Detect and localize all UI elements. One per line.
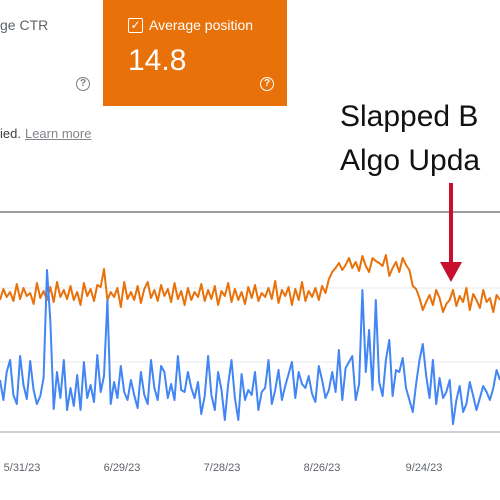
metric-value-average-position: 14.8 — [128, 44, 187, 77]
series-line-average-position — [0, 254, 500, 313]
notice-text: ied. — [0, 126, 21, 141]
metric-label-ctr: ge CTR — [0, 17, 49, 33]
annotation-line-2: Algo Upda — [340, 144, 481, 177]
annotation-line-1: Slapped B — [340, 100, 479, 133]
series-line-clicks — [0, 269, 500, 425]
x-tick-label: 8/26/23 — [304, 462, 341, 474]
annotation-arrow-head — [440, 262, 462, 282]
help-circle-icon[interactable]: ? — [260, 77, 274, 91]
metric-card-average-position[interactable]: ✓ Average position 14.8 ? — [103, 0, 287, 106]
x-tick-label: 7/28/23 — [204, 462, 241, 474]
x-tick-label: 9/24/23 — [406, 462, 443, 474]
data-notice: ied. Learn more — [0, 126, 91, 141]
x-tick-label: 6/29/23 — [104, 462, 141, 474]
check-icon[interactable]: ✓ — [128, 18, 143, 33]
metric-label-average-position: Average position — [149, 17, 254, 33]
learn-more-link[interactable]: Learn more — [24, 126, 92, 141]
x-tick-label: 5/31/23 — [4, 462, 41, 474]
help-circle-icon[interactable]: ? — [76, 77, 90, 91]
metric-card-ctr[interactable]: ge CTR ? — [0, 0, 103, 106]
annotation-text: Slapped B Algo Upda — [340, 95, 480, 183]
